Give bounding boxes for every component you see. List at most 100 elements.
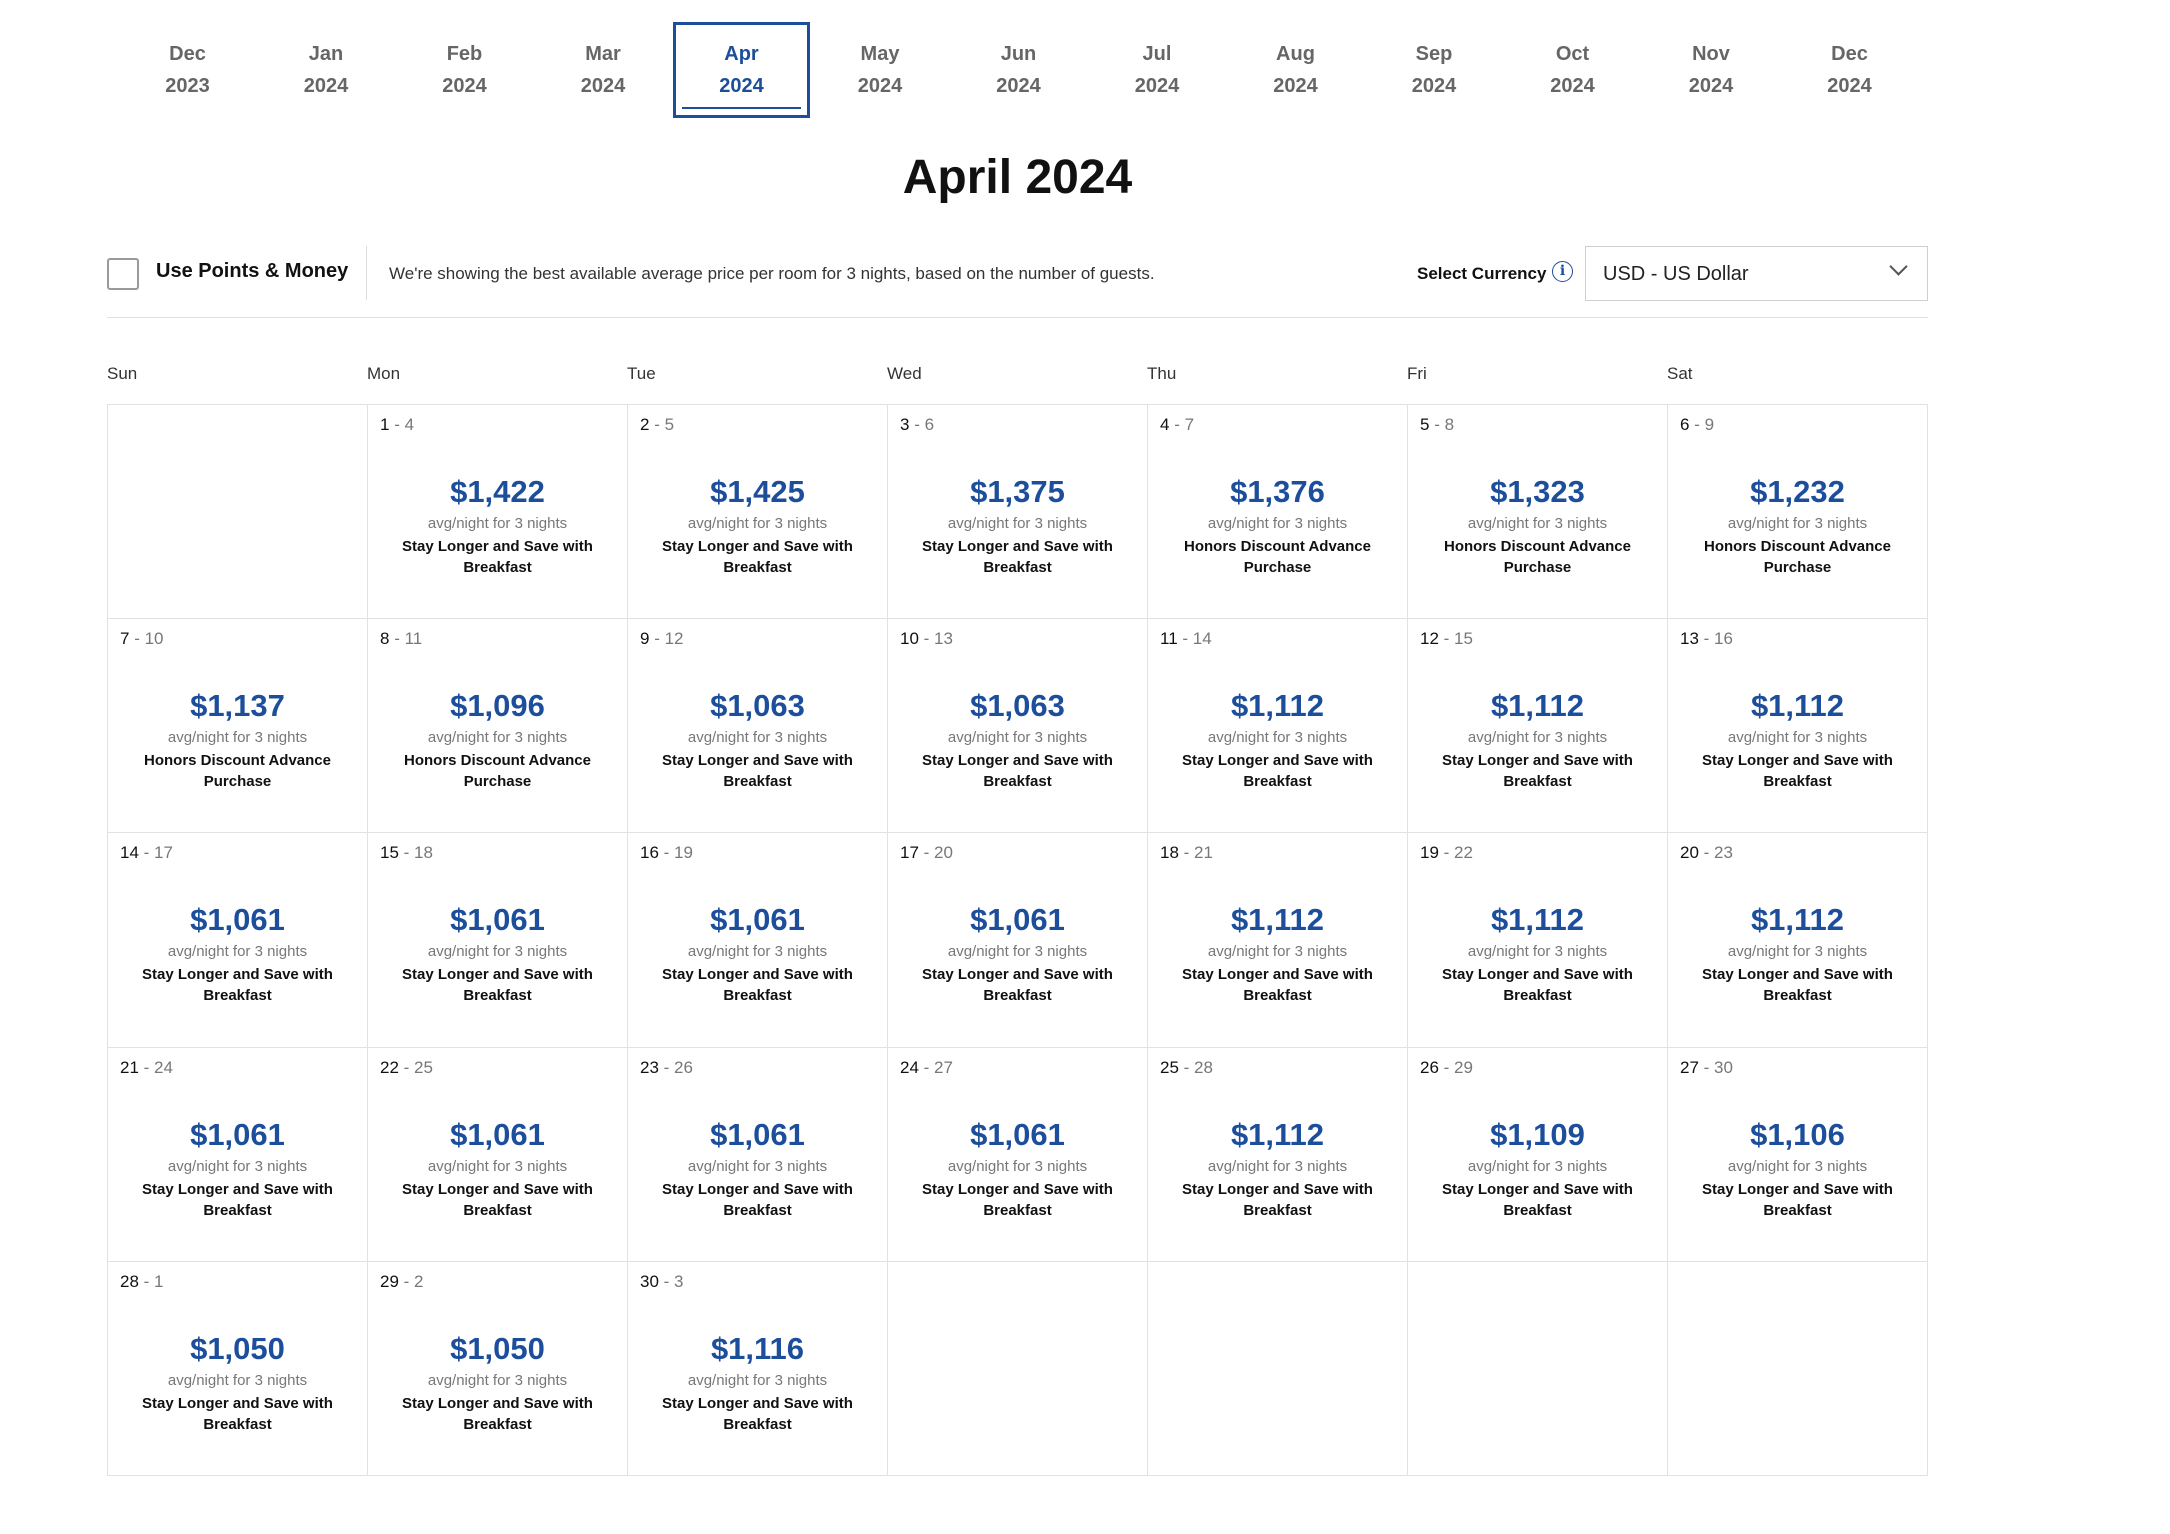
calendar-day-cell[interactable]: 19 - 22 $1,112 avg/night for 3 nights Stay … xyxy=(1408,833,1668,1048)
date-range: 18 - 21 xyxy=(1160,843,1213,863)
check-in-day: 19 xyxy=(1420,843,1439,863)
calendar-day-cell[interactable]: 2 - 5 $1,425 avg/night for 3 nights Stay Lo… xyxy=(628,405,888,620)
month-tab-jan-2024[interactable]: Jan 2024 xyxy=(258,22,395,118)
month-tab-year: 2024 xyxy=(303,75,349,97)
price-note: avg/night for 3 nights xyxy=(1467,729,1608,747)
rate-info: $1,061 avg/night for 3 nights Stay Longer … xyxy=(108,902,367,1006)
calendar-day-cell[interactable]: 26 - 29 $1,109 avg/night for 3 nights Stay … xyxy=(1408,1047,1668,1262)
nightly-price: $1,112 xyxy=(1230,1116,1325,1152)
month-tab-oct-2024[interactable]: Oct 2024 xyxy=(1504,22,1641,118)
use-points-label[interactable]: Use Points & Money xyxy=(156,260,349,282)
range-separator: - xyxy=(658,843,675,863)
calendar-day-cell[interactable]: 9 - 12 $1,063 avg/night for 3 nights Stay L… xyxy=(628,619,888,834)
calendar-day-cell[interactable]: 22 - 25 $1,061 avg/night for 3 nights Stay … xyxy=(368,1047,628,1262)
calendar-day-cell[interactable]: 18 - 21 $1,112 avg/night for 3 nights Stay … xyxy=(1148,833,1408,1048)
check-in-day: 20 xyxy=(1680,843,1699,863)
month-tab-year: 2024 xyxy=(719,75,764,97)
check-out-day: 12 xyxy=(664,629,684,649)
check-in-day: 14 xyxy=(120,843,139,863)
calendar-day-cell[interactable]: 28 - 1 $1,050 avg/night for 3 nights Stay L… xyxy=(108,1261,368,1476)
calendar-day-cell[interactable]: 6 - 9 $1,232 avg/night for 3 nights Honors … xyxy=(1668,405,1928,620)
rate-info: $1,112 avg/night for 3 nights Stay Longer … xyxy=(1148,688,1407,792)
month-tab-sep-2024[interactable]: Sep 2024 xyxy=(1366,22,1503,118)
calendar-day-cell[interactable]: 4 - 7 $1,376 avg/night for 3 nights Honors … xyxy=(1148,405,1408,620)
rate-name: Stay Longer and Save with Breakfast xyxy=(662,1180,853,1219)
range-separator: - xyxy=(1438,1057,1455,1077)
currency-dropdown[interactable]: USD - US Dollar xyxy=(1585,246,1928,301)
calendar-day-cell[interactable]: 12 - 15 $1,112 avg/night for 3 nights Stay … xyxy=(1408,619,1668,834)
rate-name: Stay Longer and Save with Breakfast xyxy=(1442,966,1633,1005)
rate-name: Stay Longer and Save with Breakfast xyxy=(1182,1180,1373,1219)
date-range: 3 - 6 xyxy=(900,415,934,435)
check-out-day: 18 xyxy=(414,843,433,863)
date-range: 17 - 20 xyxy=(900,843,953,863)
check-out-day: 23 xyxy=(1714,843,1733,863)
rate-name: Stay Longer and Save with Breakfast xyxy=(662,1394,853,1433)
nightly-price: $1,376 xyxy=(1230,474,1325,509)
divider xyxy=(366,246,367,300)
calendar-day-cell[interactable]: 7 - 10 $1,137 avg/night for 3 nights Honors… xyxy=(108,619,368,834)
rate-name: Stay Longer and Save with Breakfast xyxy=(1182,752,1373,791)
nightly-price: $1,050 xyxy=(190,1330,285,1366)
month-tab-month: Nov xyxy=(1692,43,1730,65)
date-range: 22 - 25 xyxy=(380,1058,433,1078)
range-separator: - xyxy=(138,1271,155,1291)
range-separator: - xyxy=(1698,629,1715,649)
month-tab-jun-2024[interactable]: Jun 2024 xyxy=(950,22,1087,118)
weekday-label: Fri xyxy=(1407,364,1427,383)
month-tab-dec-2024[interactable]: Dec 2024 xyxy=(1781,22,1918,118)
month-tab-month: Jun xyxy=(1000,43,1037,65)
check-out-day: 4 xyxy=(404,415,415,434)
month-tab-feb-2024[interactable]: Feb 2024 xyxy=(396,22,533,118)
calendar-day-cell[interactable]: 8 - 11 $1,096 avg/night for 3 nights Honors… xyxy=(368,619,628,834)
calendar-day-cell[interactable]: 24 - 27 $1,061 avg/night for 3 nights Stay … xyxy=(888,1047,1148,1262)
price-note: avg/night for 3 nights xyxy=(947,515,1088,532)
range-separator: - xyxy=(909,415,925,434)
price-note: avg/night for 3 nights xyxy=(1727,729,1868,747)
date-range: 8 - 11 xyxy=(380,629,422,649)
calendar-day-cell[interactable]: 27 - 30 $1,106 avg/night for 3 nights Stay … xyxy=(1668,1047,1928,1262)
calendar-day-cell[interactable]: 23 - 26 $1,061 avg/night for 3 nights Stay … xyxy=(628,1047,888,1262)
calendar-day-cell[interactable]: 16 - 19 $1,061 avg/night for 3 nights Stay … xyxy=(628,833,888,1048)
rate-name: Honors Discount Advance Purchase xyxy=(1704,538,1891,576)
check-in-day: 4 xyxy=(1160,415,1170,434)
calendar-day-cell[interactable]: 5 - 8 $1,323 avg/night for 3 nights Honors … xyxy=(1408,405,1668,620)
rate-info: $1,376 avg/night for 3 nights Honors Disco… xyxy=(1148,474,1407,578)
date-range: 7 - 10 xyxy=(120,629,164,649)
calendar-day-cell[interactable]: 15 - 18 $1,061 avg/night for 3 nights Stay … xyxy=(368,833,628,1048)
month-tab-nov-2024[interactable]: Nov 2024 xyxy=(1643,22,1780,118)
nightly-price: $1,050 xyxy=(450,1330,545,1366)
check-in-day: 8 xyxy=(380,629,390,649)
check-in-day: 13 xyxy=(1680,629,1699,649)
date-range: 20 - 23 xyxy=(1680,843,1733,863)
month-tab-jul-2024[interactable]: Jul 2024 xyxy=(1089,22,1226,118)
check-in-day: 22 xyxy=(380,1057,399,1077)
calendar-day-cell[interactable]: 30 - 3 $1,116 avg/night for 3 nights Stay L… xyxy=(628,1261,888,1476)
check-out-day: 16 xyxy=(1714,629,1733,649)
date-range: 14 - 17 xyxy=(120,843,173,863)
month-tab-aug-2024[interactable]: Aug 2024 xyxy=(1227,22,1364,118)
date-range: 6 - 9 xyxy=(1680,415,1714,435)
check-out-day: 1 xyxy=(154,1271,164,1291)
calendar-empty-cell xyxy=(888,1261,1148,1476)
calendar-day-cell[interactable]: 3 - 6 $1,375 avg/night for 3 nights Stay Lo… xyxy=(888,405,1148,620)
month-tab-apr-2024[interactable]: Apr 2024 xyxy=(673,22,810,118)
calendar-day-cell[interactable]: 1 - 4 $1,422 avg/night for 3 nights Stay Lo… xyxy=(368,405,628,620)
calendar-day-cell[interactable]: 13 - 16 $1,112 avg/night for 3 nights Stay … xyxy=(1668,619,1928,834)
use-points-checkbox[interactable] xyxy=(107,258,139,290)
range-separator: - xyxy=(398,843,415,863)
month-tab-dec-2023[interactable]: Dec 2023 xyxy=(119,22,256,118)
calendar-day-cell[interactable]: 21 - 24 $1,061 avg/night for 3 nights Stay … xyxy=(108,1047,368,1262)
check-out-day: 30 xyxy=(1714,1057,1733,1077)
info-icon[interactable]: i xyxy=(1552,261,1573,282)
rate-name: Stay Longer and Save with Breakfast xyxy=(922,538,1113,576)
calendar-day-cell[interactable]: 25 - 28 $1,112 avg/night for 3 nights Stay … xyxy=(1148,1047,1408,1262)
calendar-day-cell[interactable]: 17 - 20 $1,061 avg/night for 3 nights Stay … xyxy=(888,833,1148,1048)
calendar-day-cell[interactable]: 11 - 14 $1,112 avg/night for 3 nights Stay … xyxy=(1148,619,1408,834)
calendar-day-cell[interactable]: 29 - 2 $1,050 avg/night for 3 nights Stay L… xyxy=(368,1261,628,1476)
calendar-day-cell[interactable]: 10 - 13 $1,063 avg/night for 3 nights Stay … xyxy=(888,619,1148,834)
calendar-day-cell[interactable]: 20 - 23 $1,112 avg/night for 3 nights Stay … xyxy=(1668,833,1928,1048)
month-tab-mar-2024[interactable]: Mar 2024 xyxy=(535,22,672,118)
month-tab-may-2024[interactable]: May 2024 xyxy=(812,22,949,118)
calendar-day-cell[interactable]: 14 - 17 $1,061 avg/night for 3 nights Stay … xyxy=(108,833,368,1048)
